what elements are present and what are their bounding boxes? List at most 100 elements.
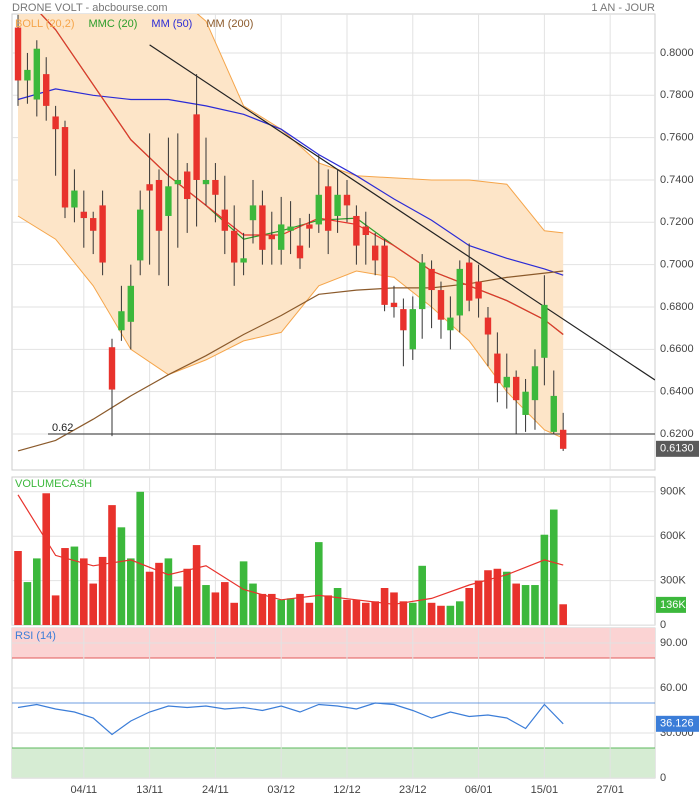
- candle-body: [456, 268, 463, 316]
- volume-bar: [399, 601, 408, 625]
- candle-body: [43, 74, 50, 106]
- volume-bar: [286, 598, 295, 625]
- panel-title: VOLUMECASH: [15, 478, 92, 490]
- y-tick-label: 60.00: [660, 682, 688, 694]
- candle-body: [277, 224, 285, 250]
- candle-body: [268, 235, 275, 240]
- volume-bar: [343, 599, 351, 625]
- volume-bar: [521, 585, 530, 625]
- y-tick-label: 0.8000: [660, 47, 694, 59]
- candle-body: [33, 48, 41, 100]
- volume-bar: [474, 580, 483, 625]
- y-tick-label: 0.6600: [660, 343, 694, 355]
- candle-body: [296, 245, 304, 259]
- candle-body: [230, 230, 238, 263]
- volume-bar: [211, 592, 220, 625]
- candle-body: [212, 179, 219, 195]
- volume-bar: [136, 491, 145, 625]
- legend-entry: MM (50): [151, 18, 192, 30]
- y-tick-label: 0: [660, 619, 666, 631]
- candle-body: [155, 179, 163, 231]
- y-tick-label: 0.7800: [660, 89, 694, 101]
- last-value-label: 36.126: [660, 718, 694, 730]
- candle-body: [484, 317, 492, 335]
- x-tick-label: 15/01: [531, 784, 559, 796]
- volume-bar: [352, 599, 361, 625]
- volume-bar: [408, 602, 417, 625]
- candle-body: [137, 209, 144, 261]
- candle-body: [165, 186, 172, 216]
- volume-bar: [33, 558, 41, 625]
- volume-bar: [258, 593, 267, 625]
- volume-bar: [371, 601, 379, 625]
- candle-body: [14, 27, 22, 81]
- volume-bar: [249, 583, 257, 625]
- x-tick-label: 03/12: [267, 784, 295, 796]
- volume-bar: [183, 568, 192, 625]
- candle-body: [437, 290, 445, 320]
- x-tick-label: 13/11: [136, 784, 163, 796]
- volume-bar: [549, 509, 558, 625]
- volume-bar: [559, 604, 567, 625]
- candle-body: [531, 366, 539, 401]
- volume-bar: [127, 558, 135, 625]
- candle-body: [465, 262, 473, 301]
- volume-bar: [277, 599, 285, 625]
- candle-body: [221, 209, 228, 231]
- chart-title: DRONE VOLT - abcbourse.com: [12, 2, 167, 14]
- volume-bar: [192, 545, 201, 625]
- candle-body: [249, 205, 257, 221]
- rsi-line: [17, 702, 564, 736]
- volume-bar: [202, 585, 210, 625]
- candle-body: [306, 224, 313, 229]
- y-tick-label: 600K: [660, 530, 686, 542]
- last-value-label: 0.6130: [660, 443, 694, 455]
- volume-bar: [531, 585, 539, 625]
- volume-bar: [493, 568, 502, 625]
- panel-content: [12, 477, 655, 625]
- candle-body: [287, 226, 294, 231]
- y-tick-label: 0: [660, 772, 666, 784]
- volume-bar: [380, 588, 389, 625]
- volume-bar: [418, 565, 426, 625]
- candle-body: [390, 302, 398, 307]
- volume-bar: [314, 542, 323, 625]
- candle-body: [559, 429, 567, 449]
- candle-body: [193, 114, 200, 180]
- candle-body: [315, 194, 322, 225]
- candle-body: [494, 353, 501, 384]
- volume-bar: [23, 582, 32, 625]
- candle-body: [52, 116, 59, 130]
- candle-body: [475, 281, 482, 299]
- x-tick-label: 12/12: [333, 784, 361, 796]
- y-tick-label: 0.7200: [660, 216, 694, 228]
- panel-content: [12, 628, 655, 778]
- volume-bar: [174, 586, 182, 625]
- volume-bar: [296, 593, 304, 625]
- candle-body: [503, 376, 510, 388]
- y-tick-label: 300K: [660, 575, 686, 587]
- volume-bar: [89, 583, 98, 625]
- volume-average: [17, 494, 564, 605]
- panel-content: [12, 14, 655, 470]
- candle-body: [522, 391, 529, 415]
- volume-bar: [267, 593, 276, 625]
- candle-body: [324, 186, 332, 231]
- volume-bar: [305, 602, 314, 625]
- volume-bar: [324, 595, 332, 625]
- candle-body: [146, 184, 153, 191]
- last-value-box: [656, 715, 699, 732]
- volume-bar: [108, 505, 116, 625]
- volume-bar: [80, 558, 88, 625]
- last-value-box: [656, 596, 686, 613]
- candle-body: [174, 179, 182, 185]
- candle-body: [118, 311, 125, 331]
- candle-body: [362, 226, 369, 236]
- candle-body: [61, 127, 69, 208]
- moving-average: [17, 88, 564, 276]
- candle-body: [428, 268, 435, 291]
- candle-body: [90, 218, 97, 231]
- volume-bar: [164, 558, 173, 625]
- volume-bar: [465, 588, 473, 625]
